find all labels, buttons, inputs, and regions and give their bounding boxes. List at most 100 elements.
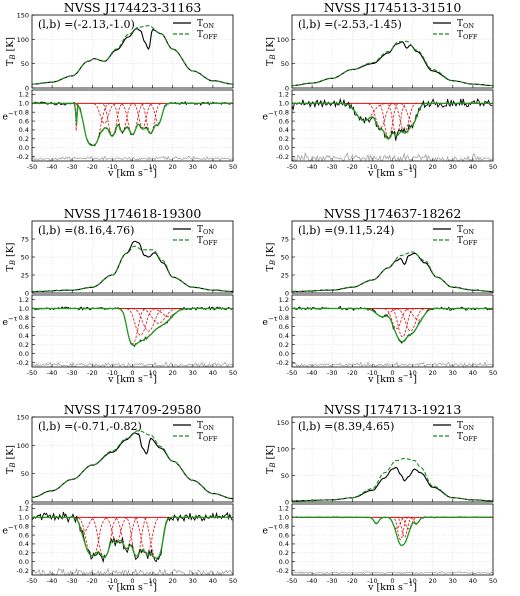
y-tick-label: 0.6 bbox=[19, 117, 29, 125]
x-tick-label: -20 bbox=[87, 577, 98, 585]
x-tick-label: 0 bbox=[130, 369, 134, 377]
x-tick-label: 10 bbox=[408, 163, 416, 171]
gaussian-component-line bbox=[396, 102, 429, 124]
x-tick-label: -40 bbox=[47, 577, 58, 585]
x-tick-label: 20 bbox=[429, 163, 437, 171]
y-tick-label: -0.2 bbox=[16, 359, 29, 367]
top-y-axis-label: TB [K] bbox=[5, 242, 17, 271]
coords-label: (l,b) =(-0.71,-0.82) bbox=[38, 420, 142, 433]
x-tick-label: -50 bbox=[287, 369, 298, 377]
x-tick-label: -10 bbox=[367, 163, 378, 171]
series-t-off-line bbox=[32, 25, 233, 85]
absorption-fit-line bbox=[292, 516, 493, 547]
gaussian-component-line bbox=[130, 516, 163, 554]
x-tick-label: -50 bbox=[287, 577, 298, 585]
coords-label: (l,b) =(-2.53,-1.45) bbox=[298, 18, 402, 31]
gaussian-component-line bbox=[398, 308, 439, 321]
x-axis-label: v [km s−1] bbox=[367, 580, 417, 593]
y-tick-label: 0.0 bbox=[279, 350, 289, 358]
y-tick-label: 1.2 bbox=[19, 91, 29, 99]
y-tick-label: 25 bbox=[21, 272, 29, 280]
x-tick-label: -10 bbox=[107, 577, 118, 585]
gaussian-component-line bbox=[376, 102, 401, 139]
bottom-y-axis-label: e−τ bbox=[262, 524, 277, 537]
y-tick-label: 0 bbox=[25, 499, 29, 507]
x-tick-label: -10 bbox=[107, 163, 118, 171]
top-y-axis-label: TB [K] bbox=[265, 242, 277, 271]
gaussian-component-line bbox=[130, 102, 155, 129]
x-tick-label: 40 bbox=[209, 577, 217, 585]
x-tick-label: 20 bbox=[169, 577, 177, 585]
gaussian-component-line bbox=[392, 308, 429, 332]
x-tick-label: -20 bbox=[347, 163, 358, 171]
legend-t-on-label: TON bbox=[197, 421, 214, 432]
gaussian-component-line bbox=[384, 102, 409, 135]
y-tick-label: 0.6 bbox=[279, 323, 289, 331]
y-tick-label: 1.0 bbox=[279, 514, 289, 522]
y-tick-label: 150 bbox=[17, 12, 29, 20]
y-tick-label: 50 bbox=[21, 254, 29, 262]
x-axis-label: v [km s−1] bbox=[107, 372, 157, 385]
y-tick-label: 1.2 bbox=[19, 505, 29, 513]
series-t-on-line bbox=[32, 28, 234, 85]
bottom-y-axis-label: e−τ bbox=[262, 110, 277, 123]
gaussian-component-line bbox=[394, 516, 414, 538]
x-tick-label: -10 bbox=[367, 369, 378, 377]
y-tick-label: 0 bbox=[25, 290, 29, 298]
residual-line bbox=[291, 361, 493, 368]
y-tick-label: 0.4 bbox=[19, 332, 29, 340]
x-tick-label: -40 bbox=[307, 163, 318, 171]
chart-panel: NVSS J174637-18262 0 25 50 75 (l,b) =(9.11,5.… bbox=[262, 206, 497, 385]
gaussian-component-line bbox=[101, 516, 131, 543]
y-tick-label: 1.2 bbox=[279, 91, 289, 99]
y-tick-label: 1.2 bbox=[19, 296, 29, 304]
series-t-off-line bbox=[31, 430, 233, 500]
coords-label: (l,b) =(9.11,5.24) bbox=[298, 224, 394, 237]
y-tick-label: 0.8 bbox=[279, 314, 289, 322]
x-tick-label: 10 bbox=[408, 577, 416, 585]
gaussian-component-line bbox=[146, 102, 171, 124]
x-tick-label: -20 bbox=[87, 163, 98, 171]
absorption-fit-line bbox=[292, 102, 493, 140]
residual-line bbox=[31, 155, 233, 162]
residual-line bbox=[31, 361, 233, 368]
x-tick-label: 50 bbox=[489, 369, 497, 377]
top-panel-frame bbox=[291, 220, 494, 294]
bottom-y-axis-label: e−τ bbox=[2, 524, 17, 537]
residual-line bbox=[31, 567, 233, 577]
chart-title: NVSS J174513-31510 bbox=[324, 0, 462, 15]
x-tick-label: -50 bbox=[27, 163, 38, 171]
x-tick-label: -40 bbox=[307, 577, 318, 585]
y-tick-label: 75 bbox=[21, 236, 29, 244]
x-tick-label: -50 bbox=[27, 369, 38, 377]
legend-t-off-label: TOFF bbox=[197, 432, 218, 443]
y-tick-label: 1.2 bbox=[279, 296, 289, 304]
y-tick-label: 0.0 bbox=[19, 558, 29, 566]
y-tick-label: 50 bbox=[21, 470, 29, 478]
y-tick-label: 0.2 bbox=[19, 549, 29, 557]
gaussian-component-line bbox=[364, 102, 397, 129]
top-panel-frame bbox=[291, 14, 494, 89]
series-t-off-line bbox=[292, 457, 493, 502]
absorption-spectrum-line bbox=[31, 511, 233, 564]
top-panel-frame bbox=[31, 416, 234, 503]
y-tick-label: 25 bbox=[281, 272, 289, 280]
y-tick-label: -0.2 bbox=[276, 359, 289, 367]
y-tick-label: 0.2 bbox=[19, 135, 29, 143]
x-tick-label: 50 bbox=[229, 163, 237, 171]
y-tick-label: 0 bbox=[25, 85, 29, 93]
x-tick-label: -50 bbox=[287, 163, 298, 171]
legend-t-off-label: TOFF bbox=[457, 30, 478, 41]
top-panel-frame bbox=[31, 220, 234, 294]
top-panel-frame bbox=[291, 416, 494, 503]
chart-title: NVSS J174713-19213 bbox=[324, 402, 462, 417]
y-tick-label: 1.0 bbox=[19, 514, 29, 522]
chart-panel: NVSS J174618-19300 0 25 50 75 (l,b) =(8.16,4.… bbox=[2, 206, 237, 385]
legend-t-off-label: TOFF bbox=[457, 432, 478, 443]
y-tick-label: 0.4 bbox=[279, 126, 289, 134]
residual-line bbox=[291, 152, 493, 163]
x-tick-label: -40 bbox=[307, 369, 318, 377]
y-tick-label: -0.2 bbox=[16, 153, 29, 161]
y-tick-label: -0.2 bbox=[276, 153, 289, 161]
